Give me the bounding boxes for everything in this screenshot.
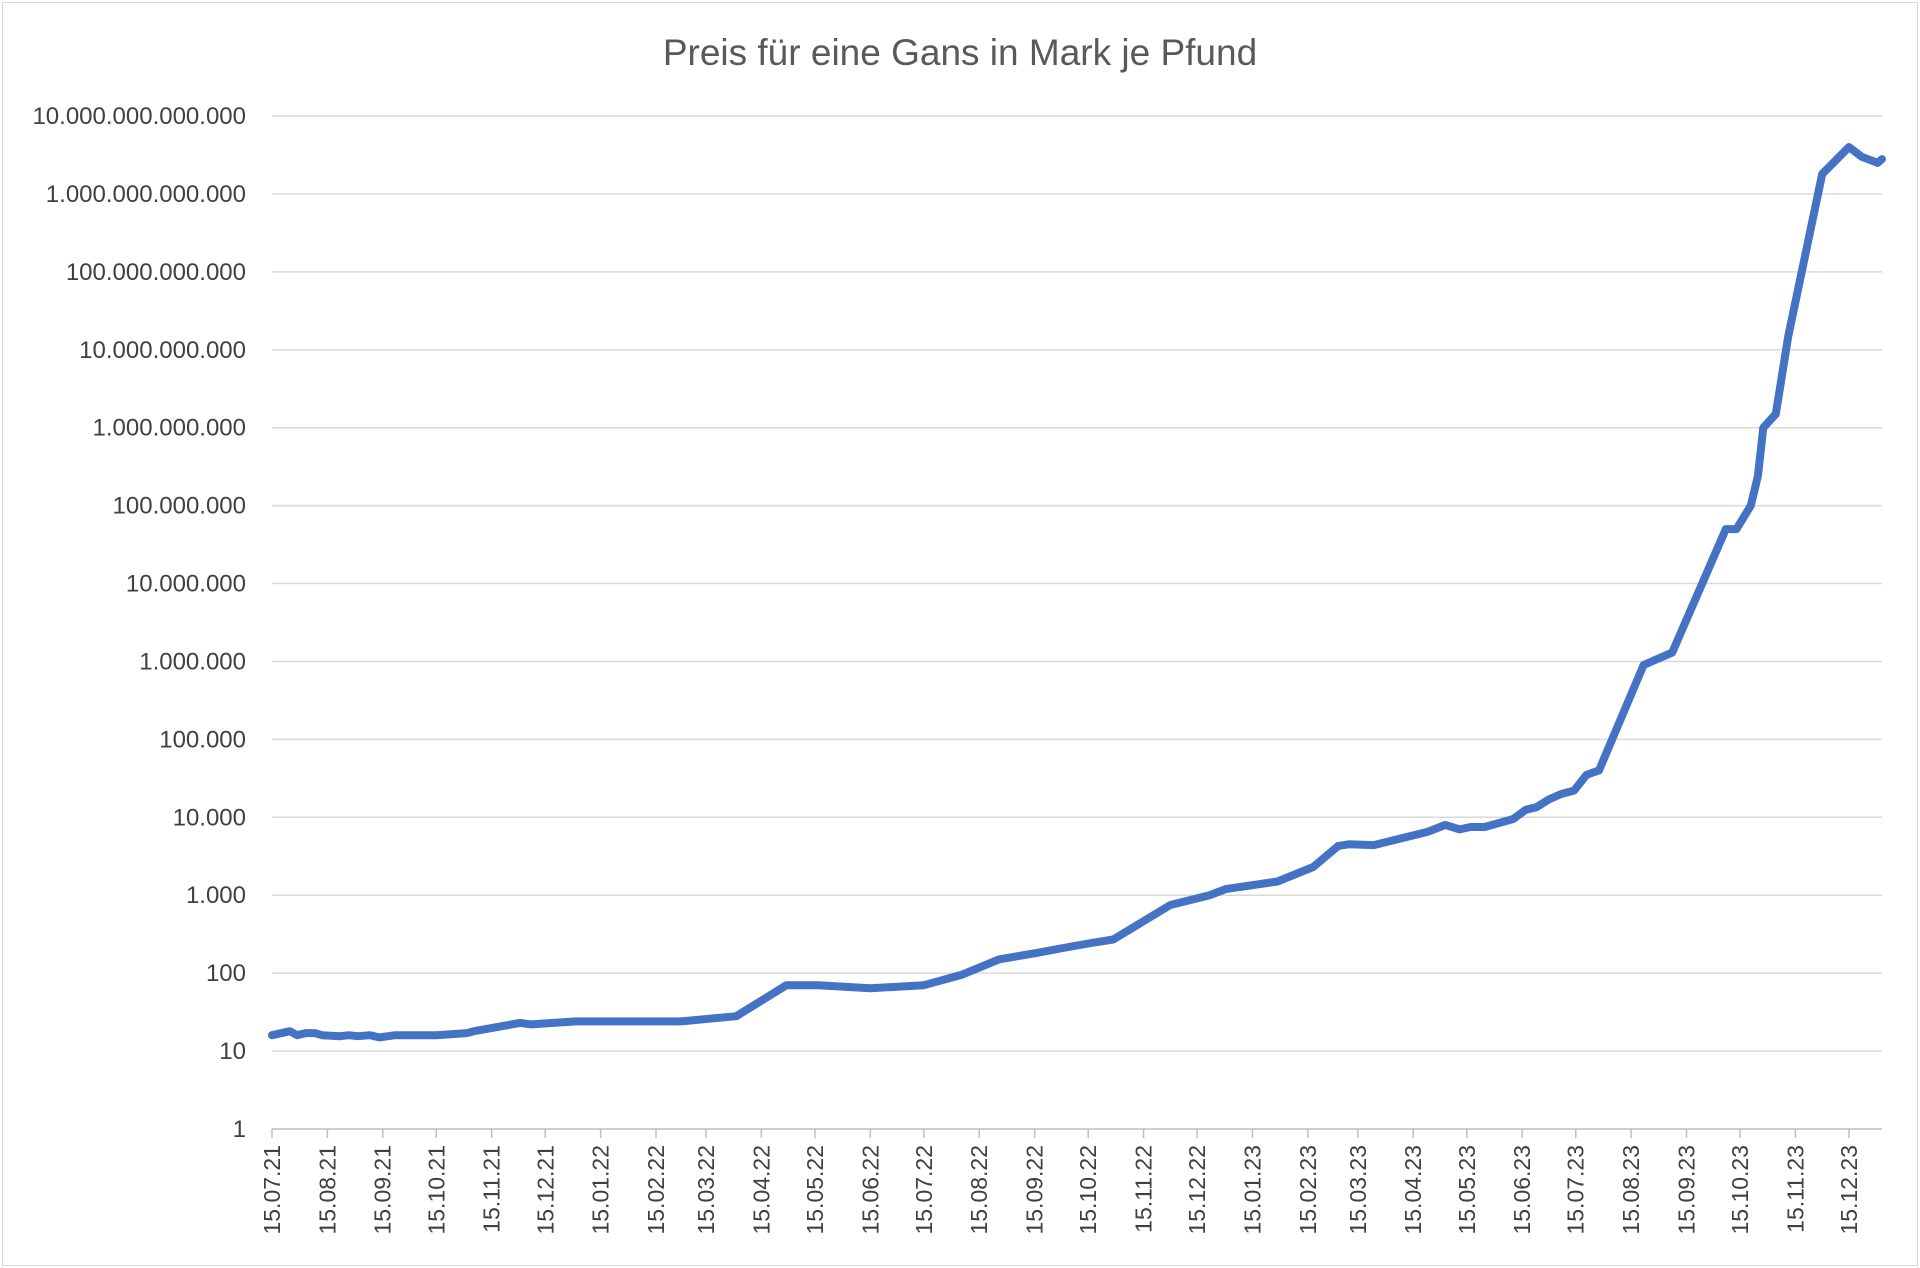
x-tick-label: 15.01.22: [588, 1145, 614, 1235]
x-tick-label: 15.12.21: [532, 1145, 558, 1235]
chart-title: Preis für eine Gans in Mark je Pfund: [663, 32, 1257, 73]
x-tick-label: 15.09.23: [1673, 1145, 1699, 1235]
x-tick-label: 15.06.22: [857, 1145, 883, 1235]
y-tick-label: 10.000.000.000: [79, 337, 246, 364]
x-tick-label: 15.09.21: [370, 1145, 396, 1235]
series-layer: [268, 143, 1886, 1042]
y-tick-label: 10: [219, 1038, 246, 1065]
x-tick-label: 15.04.22: [748, 1145, 774, 1235]
y-tick-label: 1.000: [186, 882, 246, 909]
x-tick-label: 15.12.23: [1836, 1145, 1862, 1235]
x-tick-label: 15.07.23: [1563, 1145, 1589, 1235]
x-tick-label: 15.11.21: [479, 1145, 505, 1233]
y-tick-label: 10.000.000.000.000: [32, 103, 246, 130]
x-tick-label: 15.06.23: [1509, 1145, 1535, 1235]
series-line: [268, 143, 1886, 1042]
x-tick-label: 15.02.22: [643, 1145, 669, 1235]
y-axis-ticks: 1 10 100 1.000 10.000 100.000 1.000.000 10.000.…: [32, 103, 246, 1143]
x-tick-label: 15.11.23: [1782, 1145, 1808, 1233]
y-tick-label: 100: [206, 960, 246, 987]
y-tick-label: 1.000.000.000: [93, 415, 246, 442]
y-tick-label: 100.000.000: [113, 493, 246, 520]
x-axis: 15.07.21 15.08.21 15.09.21 15.10.21 15.11.21…: [259, 1128, 1882, 1235]
x-tick-label: 15.01.23: [1239, 1145, 1265, 1235]
x-tick-label: 15.03.23: [1345, 1145, 1371, 1235]
y-tick-label: 100.000: [159, 726, 246, 753]
x-tick-label: 15.02.23: [1295, 1145, 1321, 1235]
x-tick-label: 15.08.21: [314, 1145, 340, 1235]
x-tick-label: 15.09.22: [1022, 1145, 1048, 1235]
y-tick-label: 10.000.000: [126, 571, 246, 598]
x-tick-label: 15.05.22: [802, 1145, 828, 1235]
y-tick-label: 1: [233, 1116, 246, 1143]
y-tick-label: 1.000.000.000.000: [46, 181, 246, 208]
x-tick-label: 15.05.23: [1454, 1145, 1480, 1235]
y-tick-label: 10.000: [173, 804, 246, 831]
x-tick-label: 15.07.22: [911, 1145, 937, 1235]
x-tick-label: 15.10.21: [423, 1145, 449, 1235]
x-tick-label: 15.04.23: [1400, 1145, 1426, 1235]
y-tick-label: 1.000.000: [139, 648, 246, 675]
x-tick-label: 15.10.22: [1075, 1145, 1101, 1235]
x-tick-label: 15.11.22: [1131, 1145, 1157, 1233]
x-tick-label: 15.03.22: [693, 1145, 719, 1235]
gridlines: [272, 115, 1882, 1052]
x-tick-label: 15.10.23: [1727, 1145, 1753, 1235]
x-tick-label: 15.08.22: [966, 1145, 992, 1235]
y-tick-label: 100.000.000.000: [66, 259, 246, 286]
x-tick-label: 15.12.22: [1184, 1145, 1210, 1235]
x-tick-label: 15.08.23: [1618, 1145, 1644, 1235]
x-tick-label: 15.07.21: [259, 1145, 285, 1235]
